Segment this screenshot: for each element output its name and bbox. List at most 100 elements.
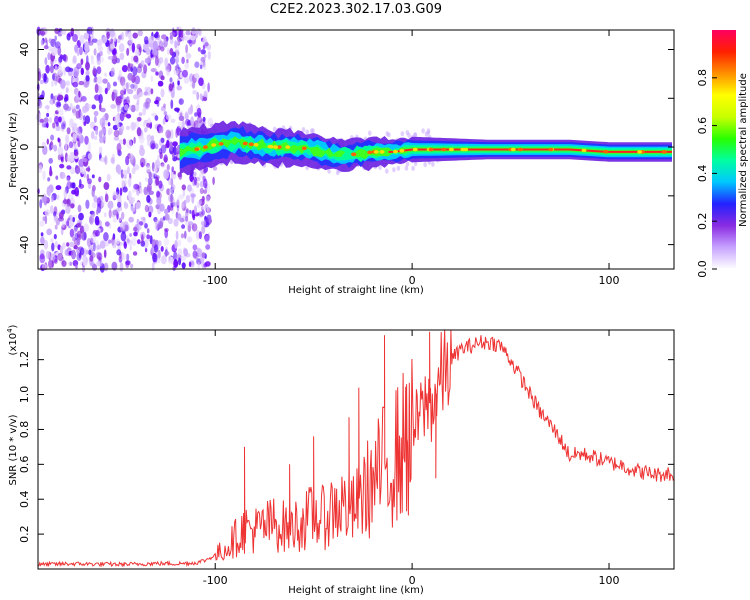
noise-dot	[63, 103, 69, 111]
noise-dot	[80, 96, 87, 102]
noise-dot	[41, 141, 46, 148]
noise-dot	[53, 58, 57, 63]
noise-dot	[63, 188, 68, 199]
noise-dot	[152, 40, 158, 50]
noise-dot	[169, 48, 174, 56]
noise-dot	[112, 209, 119, 216]
noise-dot	[197, 47, 201, 52]
noise-dot	[160, 162, 165, 167]
noise-dot	[177, 121, 183, 129]
noise-dot	[160, 106, 166, 112]
noise-dot	[136, 218, 140, 226]
noise-dot	[50, 195, 54, 203]
signal-hotspot	[268, 144, 274, 149]
noise-dot	[121, 211, 125, 220]
noise-dot	[59, 211, 64, 220]
noise-dot	[81, 157, 88, 163]
noise-dot	[104, 87, 108, 95]
noise-dot	[144, 101, 150, 109]
noise-dot	[207, 50, 211, 60]
noise-dot	[72, 81, 79, 88]
noise-dot	[132, 226, 138, 232]
signal-halo-dot	[421, 128, 425, 134]
noise-dot	[103, 249, 107, 258]
noise-dot	[144, 57, 151, 64]
noise-dot	[110, 157, 115, 164]
noise-dot	[173, 67, 179, 75]
noise-dot	[199, 187, 204, 194]
noise-dot	[85, 167, 91, 172]
signal-hotspot	[448, 147, 454, 152]
noise-dot	[118, 43, 125, 53]
noise-dot	[46, 112, 50, 118]
noise-dot	[140, 60, 145, 68]
noise-dot	[53, 211, 57, 217]
snr-series-line	[38, 329, 674, 568]
noise-dot	[104, 193, 109, 203]
noise-dot	[157, 221, 163, 229]
colorbar-tick-label: 0.0	[696, 260, 709, 278]
noise-dot	[155, 204, 161, 210]
noise-dot	[55, 110, 59, 115]
spectrogram-x-tick-label: 0	[409, 274, 416, 287]
signal-ridge	[178, 120, 673, 176]
noise-dot	[83, 121, 87, 126]
noise-dot	[80, 58, 84, 65]
colorbar-tick-label: 0.2	[696, 212, 709, 230]
spectrogram-frame	[37, 29, 675, 270]
signal-halo-dot	[413, 132, 418, 138]
noise-dot	[178, 257, 182, 266]
noise-dot	[120, 125, 125, 132]
signal-hotspot	[367, 150, 373, 155]
noise-dot	[61, 220, 65, 228]
noise-dot	[117, 201, 122, 208]
noise-dot	[134, 75, 141, 85]
noise-dot	[112, 217, 118, 223]
signal-halo-dot	[424, 131, 429, 137]
noise-dot	[146, 86, 152, 96]
noise-dot	[204, 234, 210, 245]
noise-dot	[155, 71, 159, 76]
noise-dot	[180, 201, 186, 209]
noise-dot	[89, 214, 94, 225]
noise-dot	[146, 228, 150, 234]
noise-dot	[204, 54, 207, 59]
noise-dot	[181, 184, 186, 191]
noise-dot	[126, 239, 133, 246]
signal-hotspot	[412, 147, 418, 152]
noise-dot	[103, 232, 109, 242]
noise-dot	[56, 194, 60, 200]
noise-dot	[68, 141, 74, 149]
noise-dot	[82, 115, 86, 121]
noise-dot	[182, 69, 188, 78]
noise-dot	[163, 237, 170, 246]
noise-dot	[136, 127, 142, 137]
noise-dot	[185, 118, 191, 126]
signal-hotspot	[218, 142, 224, 146]
noise-dot	[200, 49, 206, 55]
noise-dot	[132, 188, 135, 194]
noise-dot	[121, 65, 128, 73]
noise-dot	[49, 64, 54, 74]
noise-dot	[119, 262, 124, 272]
noise-dot	[122, 186, 128, 193]
noise-dot	[36, 26, 41, 36]
noise-dot	[144, 177, 148, 182]
snr-y-label: SNR (10 * v/v)	[8, 414, 19, 485]
signal-halo-dot	[272, 126, 277, 132]
noise-dot	[154, 115, 159, 121]
noise-dot	[164, 58, 168, 67]
noise-dot	[183, 199, 187, 206]
noise-dot	[107, 122, 111, 127]
noise-dot	[69, 167, 76, 175]
noise-dot	[178, 98, 184, 105]
noise-dot	[128, 177, 132, 188]
noise-dot	[121, 253, 127, 260]
noise-dot	[120, 231, 127, 242]
noise-dot	[133, 183, 140, 190]
noise-dot	[175, 55, 179, 65]
noise-dot	[143, 36, 149, 45]
noise-dot	[157, 249, 161, 260]
noise-dot	[169, 56, 176, 65]
